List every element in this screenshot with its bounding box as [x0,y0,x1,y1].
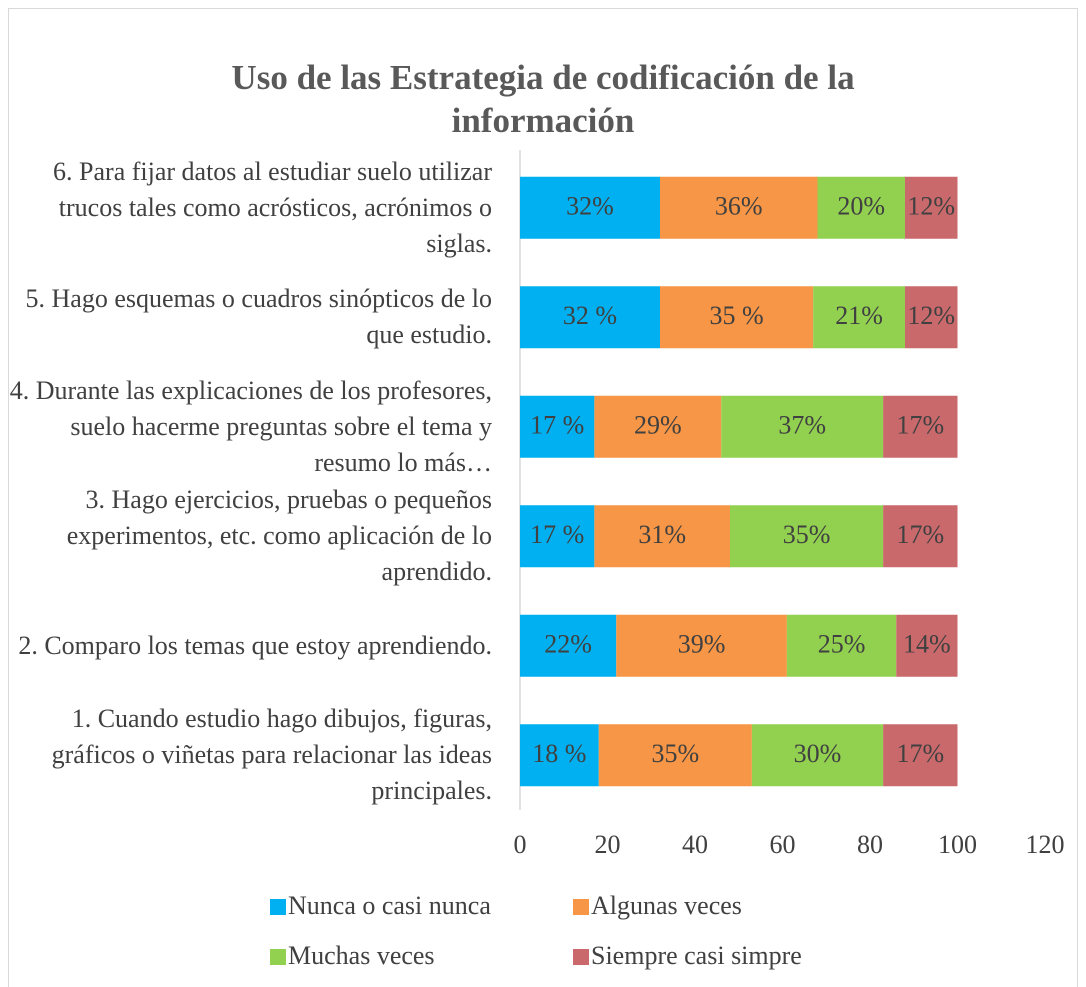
bar-segment [520,286,660,349]
legend-swatch [270,899,286,915]
bar-segment [883,395,958,458]
category-label: 4. Durante las explicaciones de los prof… [9,375,492,477]
data-label: 30% [794,739,842,768]
bar-segment [721,395,884,458]
data-label: 14% [903,630,951,659]
data-label: 17% [896,739,944,768]
bar-segment [520,395,595,458]
category-label: 2. Comparo los temas que estoy aprendien… [18,630,492,660]
bar-segment [817,176,905,239]
data-label: 35% [651,739,699,768]
bar-segment [730,505,884,568]
data-label: 17% [896,520,944,549]
x-tick-label: 40 [682,830,708,859]
bar-segment [520,724,599,787]
data-label: 22% [544,630,592,659]
bar-segment [594,505,730,568]
category-label: 1. Cuando estudio hago dibujos, figuras,… [51,704,492,806]
x-tick-label: 100 [938,830,977,859]
data-label: 31% [638,520,686,549]
data-label: 12% [907,301,955,330]
data-label: 35% [783,520,831,549]
bar-segment [751,724,884,787]
x-tick-label: 20 [595,830,621,859]
category-label: 6. Para fijar datos al estudiar suelo ut… [53,156,492,258]
data-label: 35 % [709,301,763,330]
data-label: 32 % [563,301,617,330]
bar-segment [905,286,958,349]
category-label: 5. Hago esquemas o cuadros sinópticos de… [25,284,492,350]
legend-label: Siempre casi simpre [591,941,802,970]
bar-segment [520,176,660,239]
x-tick-label: 60 [770,830,796,859]
data-label: 17% [896,411,944,440]
bar-segment [598,724,752,787]
bar-segment [883,505,958,568]
data-label: 29% [634,411,682,440]
chart-border [8,8,1078,987]
data-label: 12% [907,192,955,221]
x-tick-label: 80 [857,830,883,859]
bar-segment [896,614,958,677]
x-tick-label: 120 [1026,830,1065,859]
category-label: 3. Hago ejercicios, pruebas o pequeños e… [66,485,492,587]
data-label: 17 % [530,411,584,440]
bar-segment [616,614,787,677]
legend-swatch [573,949,589,965]
bar-segment [883,724,958,787]
bar-segment [660,176,818,239]
legend-label: Nunca o casi nunca [288,891,491,920]
bar-segment [660,286,814,349]
bar-segment [520,614,617,677]
x-tick-label: 0 [514,830,527,859]
bar-segment [905,176,958,239]
bar-segment [813,286,905,349]
data-label: 21% [835,301,883,330]
data-label: 32% [566,192,614,221]
data-label: 36% [715,192,763,221]
chart-title: Uso de las Estrategia de codificación de… [231,58,855,140]
legend-swatch [573,899,589,915]
data-label: 39% [678,630,726,659]
bar-segment [594,395,722,458]
data-label: 25% [818,630,866,659]
legend-label: Algunas veces [591,891,742,920]
legend-label: Muchas veces [288,941,435,970]
bar-segment [786,614,897,677]
legend-swatch [270,949,286,965]
data-label: 18 % [532,739,586,768]
bar-segment [520,505,595,568]
data-label: 37% [778,411,826,440]
data-label: 20% [837,192,885,221]
data-label: 17 % [530,520,584,549]
